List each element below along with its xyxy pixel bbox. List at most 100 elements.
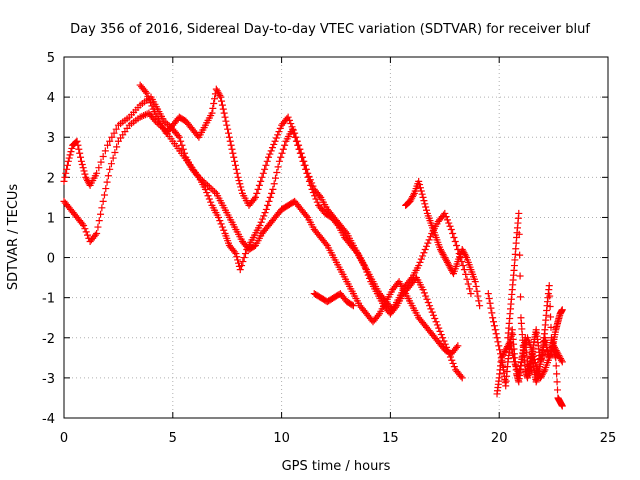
data-point	[415, 262, 423, 270]
data-point	[437, 331, 445, 339]
data-point	[530, 352, 538, 360]
data-point	[145, 96, 153, 104]
data-point	[463, 275, 471, 283]
data-point	[315, 192, 323, 200]
data-point	[416, 184, 424, 192]
data-point	[485, 294, 493, 302]
data-point	[449, 229, 457, 237]
data-point	[558, 306, 566, 314]
data-point	[473, 287, 481, 295]
data-point	[506, 338, 514, 346]
data-point	[179, 145, 187, 153]
data-point	[219, 105, 227, 113]
data-point	[270, 180, 278, 188]
y-axis-label: SDTVAR / TECUs	[6, 184, 21, 291]
data-point	[99, 152, 107, 160]
data-point	[308, 179, 316, 187]
data-point	[178, 141, 186, 149]
data-point	[457, 372, 465, 380]
data-point	[214, 213, 222, 221]
data-point	[268, 144, 276, 152]
data-point	[77, 153, 85, 161]
data-point	[269, 185, 277, 193]
data-point	[257, 218, 265, 226]
data-point	[322, 240, 330, 248]
data-point	[108, 133, 116, 141]
data-point	[288, 123, 296, 131]
data-point	[207, 198, 215, 206]
data-point	[425, 236, 433, 244]
data-point	[95, 217, 103, 225]
data-point	[467, 290, 475, 298]
data-point	[488, 309, 496, 317]
data-point	[285, 116, 293, 124]
data-point	[557, 356, 565, 364]
data-point	[174, 132, 182, 140]
series-track-g	[484, 290, 566, 382]
data-point	[516, 251, 524, 259]
data-point	[558, 358, 566, 366]
data-point	[109, 154, 117, 162]
data-point	[462, 252, 470, 260]
data-point	[216, 92, 224, 100]
data-point	[254, 185, 262, 193]
data-point	[436, 327, 444, 335]
data-point	[475, 297, 483, 305]
data-point	[113, 143, 121, 151]
data-point	[439, 334, 447, 342]
data-point	[305, 173, 313, 181]
data-point	[494, 338, 502, 346]
data-point	[342, 228, 350, 236]
data-point	[492, 330, 500, 338]
data-point	[78, 160, 86, 168]
data-point	[225, 133, 233, 141]
data-point	[300, 157, 308, 165]
data-points	[60, 81, 566, 410]
data-point	[256, 221, 264, 229]
data-point	[216, 217, 224, 225]
data-point	[97, 158, 105, 166]
data-point	[218, 101, 226, 109]
data-point	[231, 248, 239, 256]
data-point	[175, 133, 183, 141]
data-point	[80, 167, 88, 175]
data-point	[225, 129, 233, 137]
data-point	[271, 137, 279, 145]
plot-frame	[63, 56, 609, 419]
data-point	[80, 221, 88, 229]
data-point	[250, 195, 258, 203]
data-point	[293, 137, 301, 145]
data-point	[515, 209, 523, 217]
data-point	[409, 191, 417, 199]
x-axis-label: GPS time / hours	[282, 459, 391, 474]
data-point	[220, 226, 228, 234]
data-point	[270, 140, 278, 148]
data-point	[517, 358, 525, 366]
data-point	[241, 250, 249, 258]
data-point	[423, 242, 431, 250]
data-point	[150, 116, 158, 124]
data-point	[453, 343, 461, 351]
data-point	[301, 161, 309, 169]
data-point	[507, 342, 515, 350]
data-point	[516, 366, 524, 374]
data-point	[419, 252, 427, 260]
data-point	[515, 230, 523, 238]
data-point	[426, 302, 434, 310]
data-point	[264, 201, 272, 209]
data-point	[258, 173, 266, 181]
data-point	[221, 113, 229, 121]
x-tick-label: 10	[273, 431, 290, 446]
x-tick-label: 20	[491, 431, 508, 446]
data-point	[220, 109, 228, 117]
data-point	[272, 134, 280, 142]
data-point	[233, 253, 241, 261]
data-point	[104, 172, 112, 180]
data-point	[268, 189, 276, 197]
data-point	[63, 161, 71, 169]
data-point	[91, 231, 99, 239]
data-point	[558, 402, 566, 410]
data-point	[79, 164, 87, 172]
data-point	[450, 234, 458, 241]
